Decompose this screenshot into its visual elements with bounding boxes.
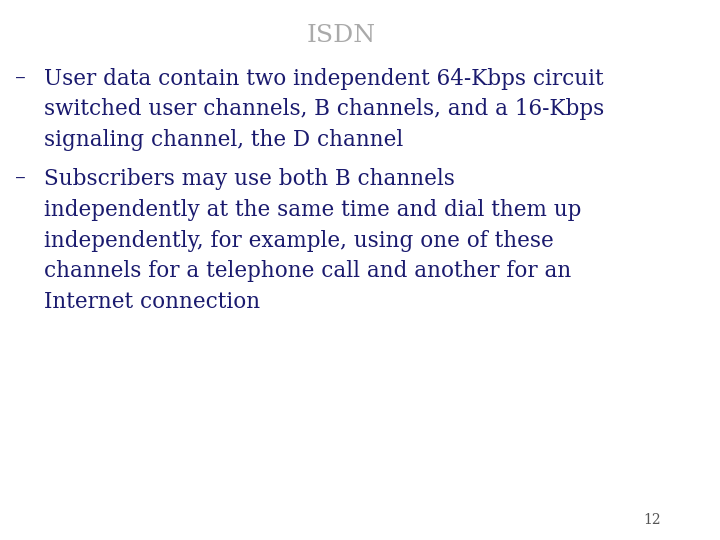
Text: Subscribers may use both B channels: Subscribers may use both B channels: [45, 168, 455, 190]
Text: ISDN: ISDN: [306, 24, 375, 48]
Text: User data contain two independent 64-Kbps circuit: User data contain two independent 64-Kbp…: [45, 68, 604, 90]
Text: signaling channel, the D channel: signaling channel, the D channel: [45, 129, 403, 151]
Text: switched user channels, B channels, and a 16-Kbps: switched user channels, B channels, and …: [45, 98, 605, 120]
Text: independently, for example, using one of these: independently, for example, using one of…: [45, 230, 554, 252]
Text: independently at the same time and dial them up: independently at the same time and dial …: [45, 199, 582, 221]
Text: 12: 12: [644, 512, 661, 526]
Text: Internet connection: Internet connection: [45, 291, 261, 313]
Text: channels for a telephone call and another for an: channels for a telephone call and anothe…: [45, 260, 572, 282]
Text: –: –: [15, 168, 26, 190]
Text: –: –: [15, 68, 26, 90]
